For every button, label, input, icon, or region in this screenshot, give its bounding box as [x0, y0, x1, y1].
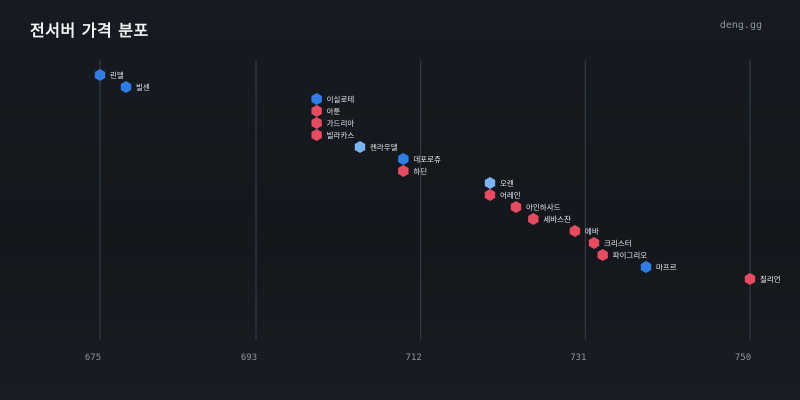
- point-label: 파이그리오: [613, 250, 648, 260]
- point-label: 아인하사드: [526, 202, 561, 212]
- point-marker[interactable]: [311, 105, 322, 117]
- x-tick-labels: 675 693 712 731 750: [85, 353, 751, 363]
- point-marker[interactable]: [528, 213, 539, 225]
- point-label: 세바스찬: [543, 214, 571, 224]
- point-label: 빌센: [136, 82, 150, 92]
- brand-label[interactable]: deng.gg: [719, 20, 762, 31]
- point-label: 린델: [110, 70, 124, 80]
- data-point[interactable]: 에바: [569, 225, 599, 237]
- point-label: 아툰: [327, 106, 341, 116]
- data-point[interactable]: 린델: [94, 69, 124, 81]
- page-title: 전서버 가격 분포: [30, 21, 149, 40]
- point-label: 어레인: [500, 190, 521, 200]
- point-marker[interactable]: [94, 69, 106, 81]
- point-label: 데포로쥬: [413, 155, 441, 164]
- point-marker[interactable]: [398, 153, 409, 165]
- point-marker[interactable]: [640, 261, 652, 273]
- point-label: 마프르: [656, 263, 677, 272]
- point-marker[interactable]: [484, 177, 496, 189]
- data-point[interactable]: 세바스찬: [528, 213, 571, 225]
- data-point[interactable]: 데포로쥬: [398, 153, 441, 165]
- point-marker[interactable]: [354, 141, 366, 153]
- point-label: 질리언: [760, 274, 781, 284]
- point-marker[interactable]: [311, 93, 322, 105]
- data-point[interactable]: 빌라카스: [311, 129, 354, 141]
- data-point[interactable]: 질리언: [744, 273, 781, 285]
- data-point[interactable]: 크리스터: [588, 237, 632, 249]
- data-point[interactable]: 이실로테: [311, 93, 354, 105]
- data-point[interactable]: 빌센: [120, 81, 150, 93]
- point-layer: 린델빌센이실로테아툰가드리아빌라카스켄라우델데포로쥬하딘오렌어레인아인하사드세바…: [94, 69, 781, 285]
- point-marker[interactable]: [484, 189, 496, 201]
- point-label: 에바: [585, 226, 599, 236]
- x-tick-label: 675: [85, 353, 101, 363]
- point-marker[interactable]: [569, 225, 581, 237]
- data-point[interactable]: 아인하사드: [510, 201, 561, 213]
- data-point[interactable]: 하딘: [398, 165, 427, 177]
- data-point[interactable]: 아툰: [311, 105, 341, 117]
- data-point[interactable]: 가드리아: [311, 117, 354, 129]
- point-label: 하딘: [413, 166, 427, 176]
- x-tick-label: 750: [735, 353, 751, 363]
- point-marker[interactable]: [120, 81, 132, 93]
- data-point[interactable]: 어레인: [484, 189, 521, 201]
- point-label: 빌라카스: [327, 131, 355, 140]
- point-label: 크리스터: [604, 239, 632, 248]
- grid-layer: [99, 60, 751, 340]
- data-point[interactable]: 파이그리오: [597, 249, 647, 261]
- point-label: 이실로테: [327, 94, 355, 104]
- point-marker[interactable]: [510, 201, 522, 213]
- point-label: 가드리아: [327, 118, 355, 128]
- data-point[interactable]: 마프르: [640, 261, 677, 273]
- point-label: 오렌: [500, 178, 514, 188]
- point-marker[interactable]: [597, 249, 608, 261]
- x-tick-label: 731: [570, 353, 586, 363]
- point-marker[interactable]: [588, 237, 600, 249]
- x-tick-label: 693: [241, 353, 257, 363]
- data-point[interactable]: 켄라우델: [354, 141, 398, 153]
- x-tick-label: 712: [406, 353, 422, 363]
- point-marker[interactable]: [398, 165, 409, 177]
- point-marker[interactable]: [311, 117, 322, 129]
- point-label: 켄라우델: [370, 142, 398, 152]
- point-marker[interactable]: [744, 273, 756, 285]
- data-point[interactable]: 오렌: [484, 177, 514, 189]
- point-marker[interactable]: [311, 129, 322, 141]
